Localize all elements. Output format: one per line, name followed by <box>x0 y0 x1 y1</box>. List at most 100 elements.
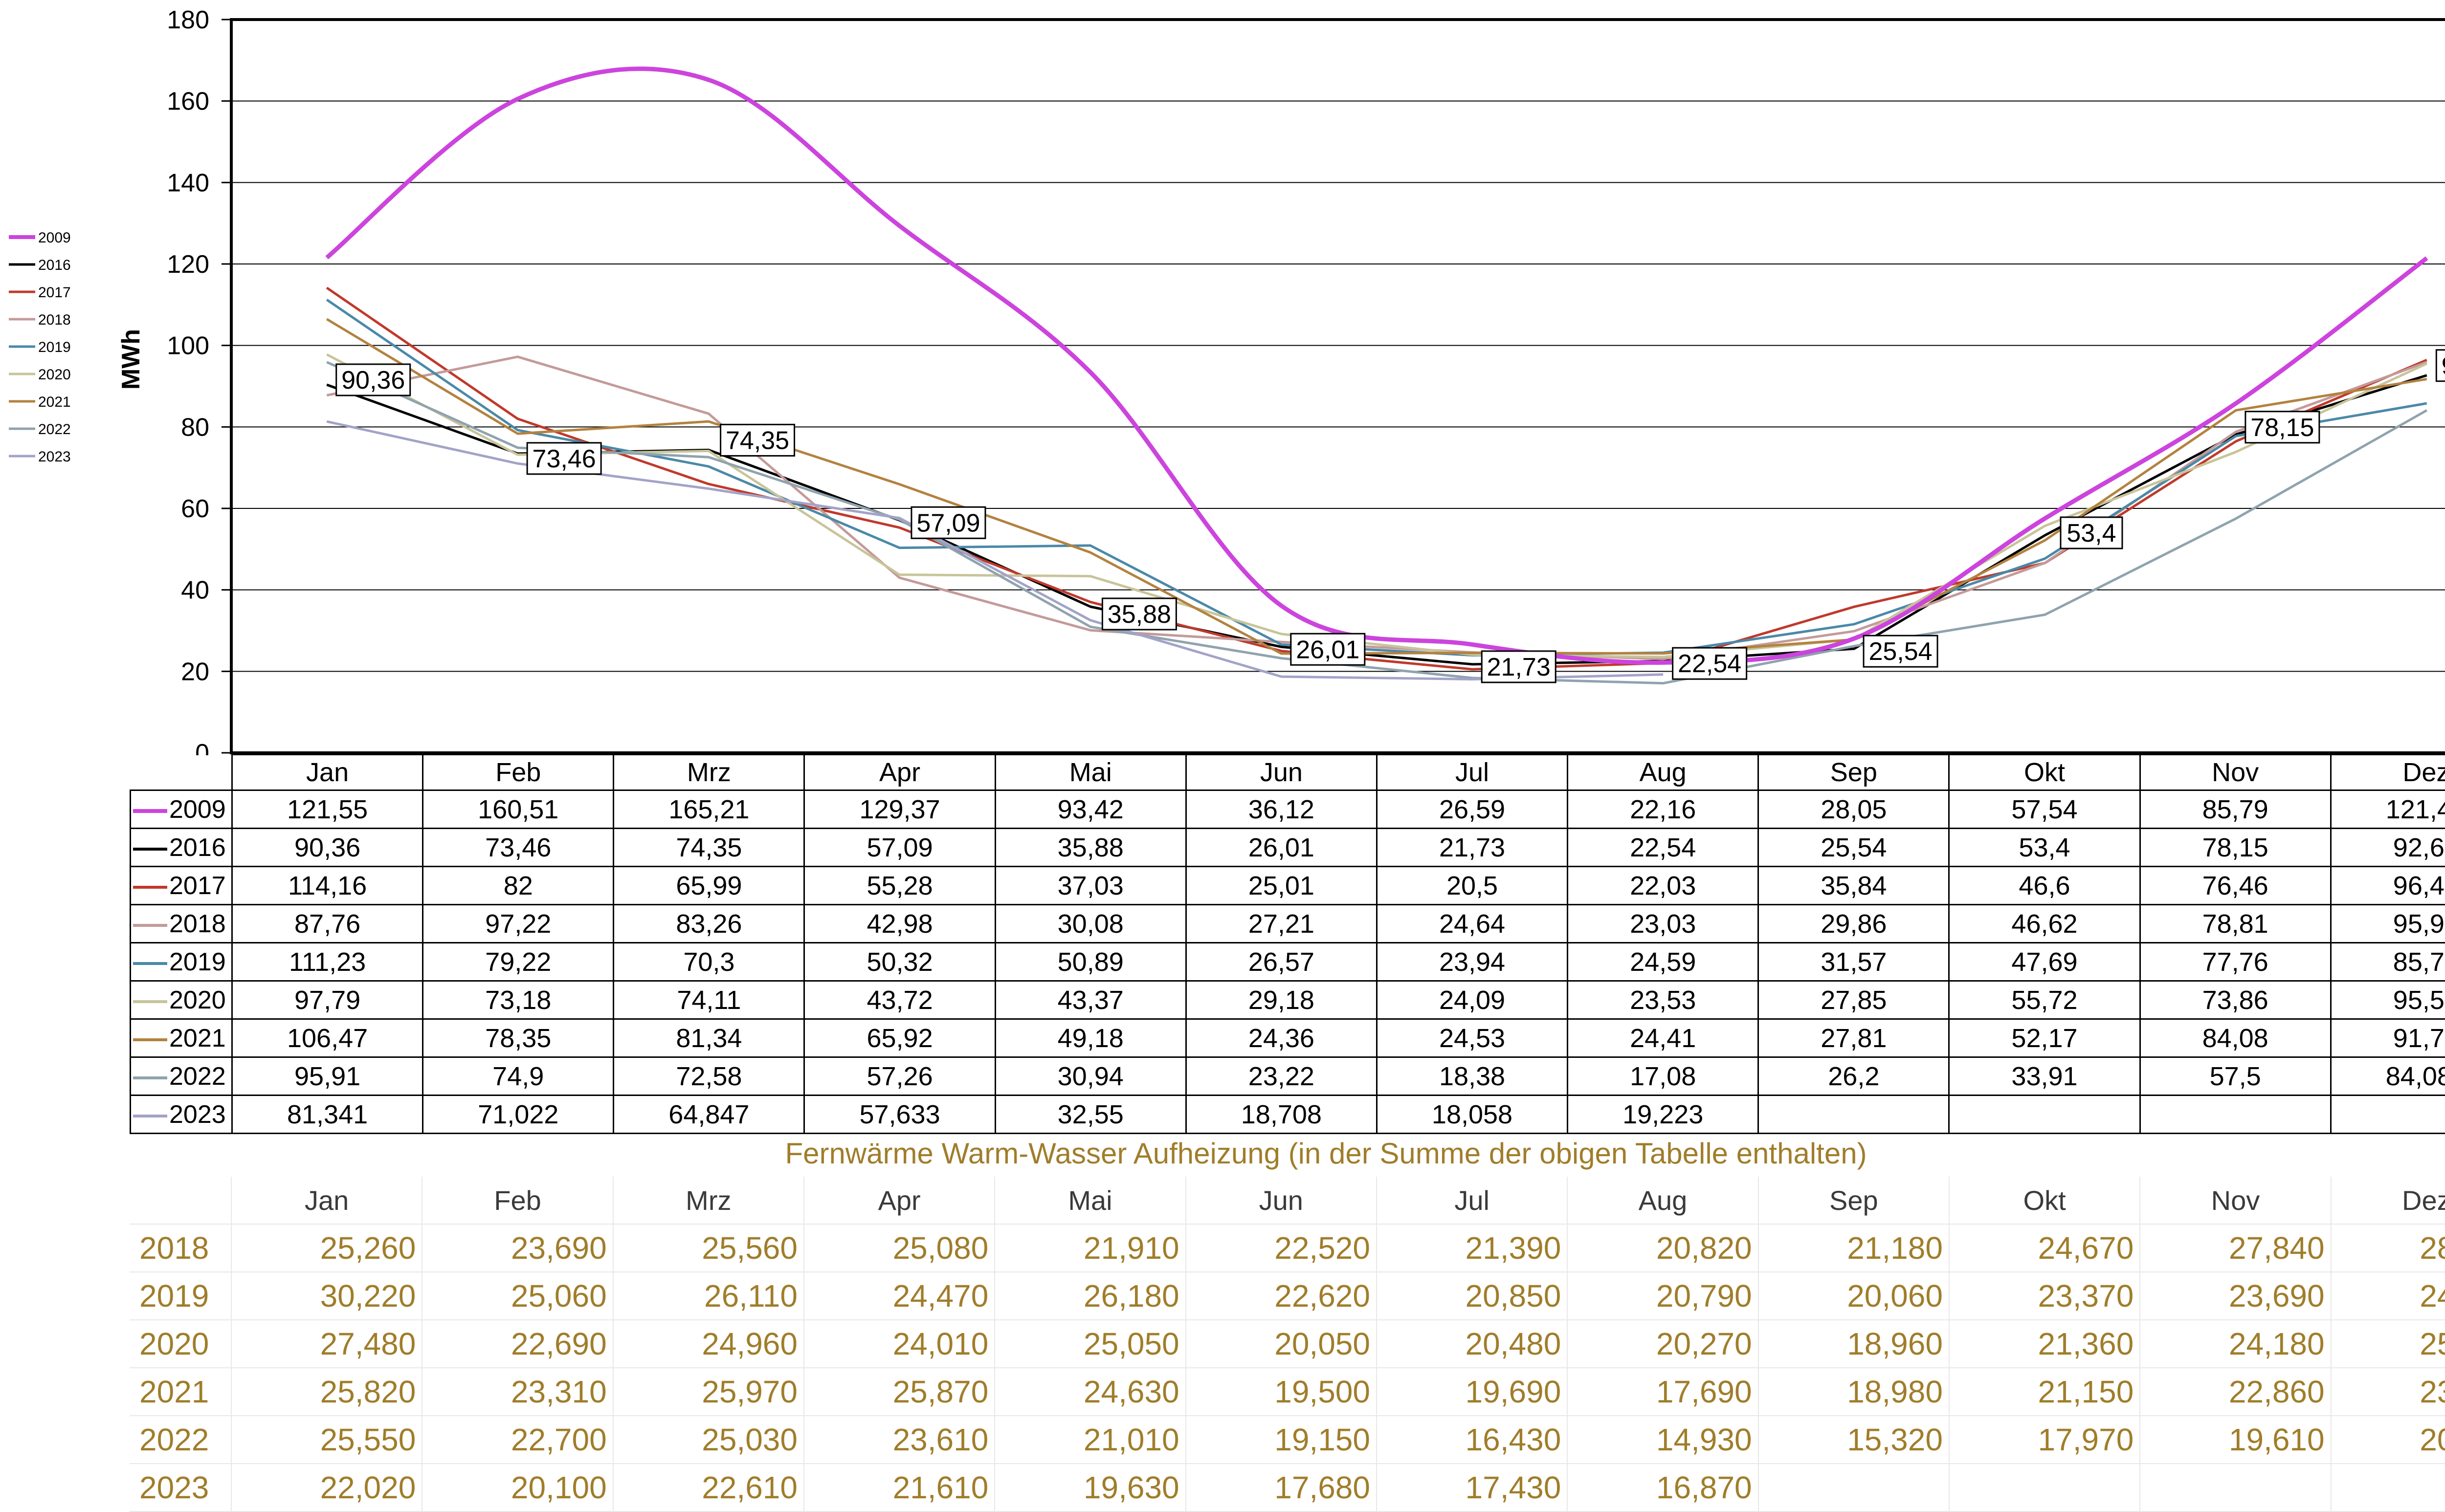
table-cell: 65,99 <box>614 867 804 905</box>
table-cell: 74,9 <box>423 1057 614 1096</box>
warmwater-cell: 20,060 <box>1758 1272 1949 1320</box>
series-key: 2017 <box>131 867 232 905</box>
table-cell: 24,36 <box>1186 1019 1377 1057</box>
x-tick-label: Feb <box>423 755 614 790</box>
table-cell: 20,5 <box>1377 867 1567 905</box>
data-label: 22,54 <box>1673 648 1747 679</box>
table-cell: 64,847 <box>614 1096 804 1134</box>
table-cell: 55,72 <box>1949 981 2140 1019</box>
table-cell: 18,38 <box>1377 1057 1567 1096</box>
table-cell: 73,18 <box>423 981 614 1019</box>
series-key: 2019 <box>131 943 232 981</box>
warmwater-cell: 24,630 <box>995 1368 1185 1416</box>
series-key-label: 2016 <box>169 833 226 862</box>
table-cell: 30,08 <box>995 905 1186 943</box>
y-tick-label: 0 <box>195 739 209 755</box>
table-cell: 35,88 <box>995 829 1186 867</box>
table-corner <box>131 755 232 790</box>
series-key: 2016 <box>131 829 232 867</box>
table-cell: 17,08 <box>1568 1057 1758 1096</box>
data-label-text: 78,15 <box>2250 414 2314 442</box>
series-key-label: 2018 <box>169 910 226 938</box>
table-cell: 57,09 <box>804 829 995 867</box>
table-cell: 57,26 <box>804 1057 995 1096</box>
legend-entry: 2020 <box>9 367 71 383</box>
series-key-line <box>133 848 167 851</box>
table-cell: 83,26 <box>614 905 804 943</box>
warmwater-cell: 18,980 <box>1758 1368 1949 1416</box>
table-cell: 70,3 <box>614 943 804 981</box>
table-cell: 95,91 <box>232 1057 423 1096</box>
table-cell: 23,03 <box>1568 905 1758 943</box>
series-key: 2022 <box>131 1057 232 1096</box>
table-cell: 28,05 <box>1758 790 1949 829</box>
warmwater-cell: 21,010 <box>995 1416 1185 1464</box>
series-key: 2018 <box>131 905 232 943</box>
y-axis-title: MWh <box>117 329 145 390</box>
legend-entry: 2017 <box>9 285 71 301</box>
gridlines <box>231 101 2445 672</box>
warmwater-cell: 26,110 <box>613 1272 804 1320</box>
warmwater-cell: 25,030 <box>613 1416 804 1464</box>
warmwater-cell: 18,960 <box>1758 1320 1949 1368</box>
series-key-line <box>133 924 167 927</box>
warmwater-cell: 24,470 <box>804 1272 995 1320</box>
warmwater-cell: 23,610 <box>804 1416 995 1464</box>
table-cell <box>2331 1096 2445 1134</box>
warmwater-cell: 25,970 <box>613 1368 804 1416</box>
table-cell: 29,86 <box>1758 905 1949 943</box>
series-line-2020 <box>327 354 2427 657</box>
warmwater-cell: 20,100 <box>422 1464 613 1512</box>
warmwater-cell: 22,700 <box>422 1416 613 1464</box>
table-cell: 52,17 <box>1949 1019 2140 1057</box>
warmwater-cell: 22,620 <box>1186 1272 1377 1320</box>
warmwater-month: Apr <box>804 1177 995 1224</box>
data-label-text: 90,36 <box>341 366 405 394</box>
warmwater-year: 2021 <box>130 1368 231 1416</box>
table-cell: 84,08 <box>2140 1019 2331 1057</box>
series-line-2021 <box>327 319 2427 654</box>
series-key-line <box>133 962 167 965</box>
table-cell: 73,86 <box>2140 981 2331 1019</box>
table-cell: 160,51 <box>423 790 614 829</box>
warmwater-cell: 26,180 <box>995 1272 1185 1320</box>
data-label: 21,73 <box>1482 651 1556 682</box>
warmwater-cell: 21,180 <box>1758 1224 1949 1272</box>
data-label: 53,4 <box>2061 517 2122 548</box>
table-cell: 46,6 <box>1949 867 2140 905</box>
table-cell: 37,03 <box>995 867 1186 905</box>
table-cell: 165,21 <box>614 790 804 829</box>
table-cell: 43,37 <box>995 981 1186 1019</box>
y-tick-label: 140 <box>167 169 209 197</box>
series-line-2009 <box>327 69 2427 663</box>
y-tick-label: 60 <box>181 495 209 523</box>
table-cell: 97,79 <box>232 981 423 1019</box>
warmwater-cell: 23,690 <box>2140 1272 2331 1320</box>
warmwater-cell: 19,610 <box>2140 1416 2331 1464</box>
data-label: 35,88 <box>1102 598 1176 630</box>
warmwater-year: 2022 <box>130 1416 231 1464</box>
warmwater-cell: 19,150 <box>1186 1416 1377 1464</box>
table-cell: 25,54 <box>1758 829 1949 867</box>
table-cell: 65,92 <box>804 1019 995 1057</box>
table-cell: 43,72 <box>804 981 995 1019</box>
warmwater-cell: 23,690 <box>422 1224 613 1272</box>
y-tick-label: 160 <box>167 88 209 116</box>
table-cell: 111,23 <box>232 943 423 981</box>
warmwater-cell: 20,790 <box>1567 1272 1758 1320</box>
table-cell: 50,89 <box>995 943 1186 981</box>
table-cell: 87,76 <box>232 905 423 943</box>
data-label-text: 92,67 <box>2442 352 2445 380</box>
warmwater-year: 2020 <box>130 1320 231 1368</box>
warmwater-cell: 21,150 <box>1949 1368 2140 1416</box>
table-cell: 95,55 <box>2331 981 2445 1019</box>
x-tick-label: Nov <box>2140 755 2331 790</box>
table-cell: 73,46 <box>423 829 614 867</box>
series-key-label: 2020 <box>169 986 226 1014</box>
table-cell: 22,03 <box>1568 867 1758 905</box>
